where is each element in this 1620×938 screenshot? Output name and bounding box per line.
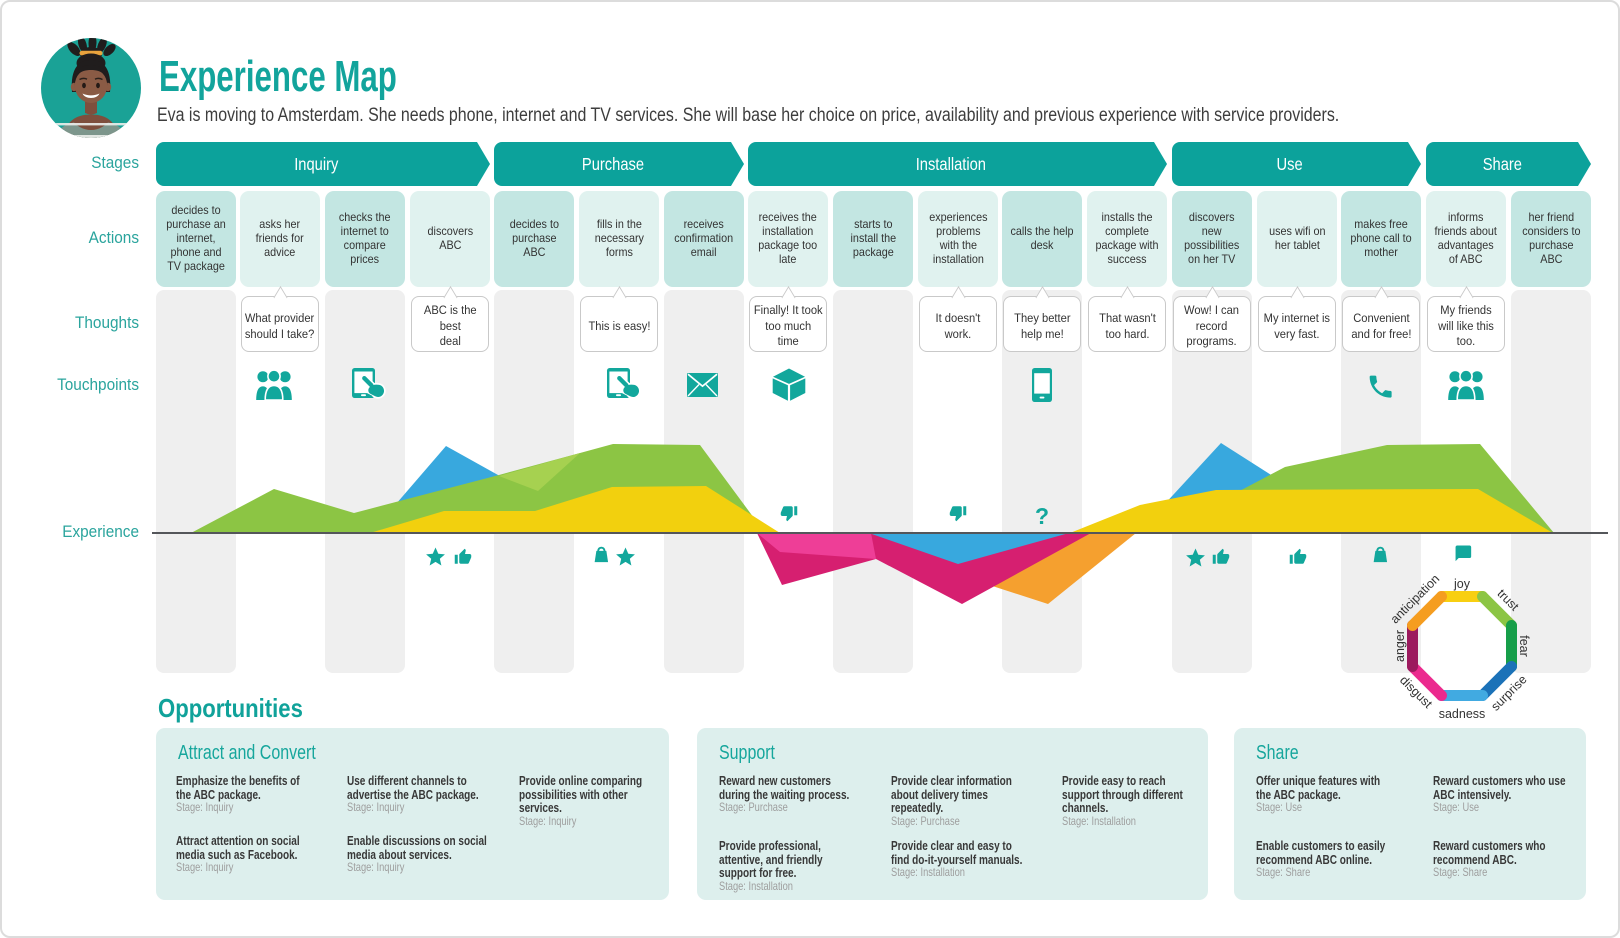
svg-text:anger: anger <box>1393 630 1407 662</box>
svg-text:sadness: sadness <box>1439 707 1486 721</box>
svg-text:joy: joy <box>1453 577 1471 591</box>
svg-text:fear: fear <box>1517 635 1531 657</box>
svg-text:?: ? <box>1035 503 1049 529</box>
